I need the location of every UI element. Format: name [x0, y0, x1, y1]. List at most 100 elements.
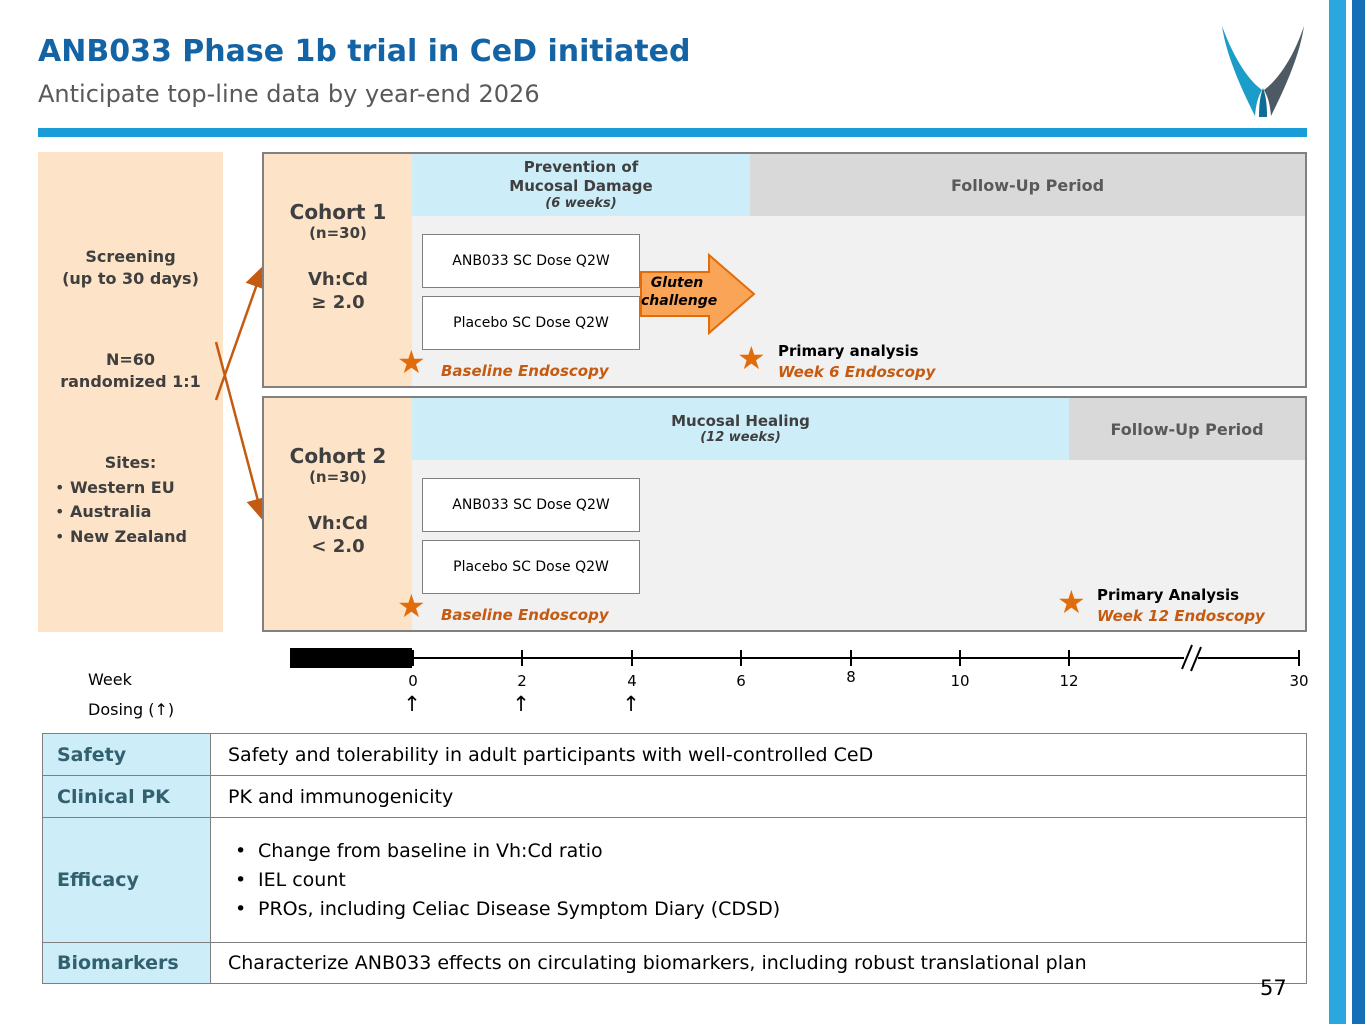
page-number: 57	[1260, 976, 1287, 1000]
cohort1-primary-analysis: Primary analysis Week 6 Endoscopy	[778, 342, 935, 381]
timeline-tick	[850, 650, 852, 666]
table-row-efficacy: Efficacy Change from baseline in Vh:Cd r…	[43, 818, 1306, 943]
screening-duration-text: Screening (up to 30 days)	[62, 247, 199, 288]
week-tick-label: 2	[517, 672, 527, 690]
cohort2-arm-placebo: Placebo SC Dose Q2W	[422, 540, 640, 594]
cohort1-header: Cohort 1 (n=30) Vh:Cd ≥ 2.0	[264, 154, 412, 386]
cohort2-criteria: Vh:Cd < 2.0	[307, 513, 369, 558]
efficacy-bullet: PROs, including Celiac Disease Symptom D…	[228, 898, 780, 920]
axis-break-icon	[1181, 644, 1202, 672]
table-row-biomarkers: Biomarkers Characterize ANB033 effects o…	[43, 943, 1306, 984]
timeline-axis	[412, 657, 1300, 659]
screening-panel: Screening (up to 30 days) N=60 randomize…	[38, 152, 223, 632]
page-subtitle: Anticipate top-line data by year-end 202…	[38, 80, 540, 108]
cohort1-phase-duration: (6 weeks)	[545, 195, 617, 211]
week-tick-label: 10	[950, 672, 970, 690]
cohort1-baseline-star-icon: ★	[397, 343, 426, 381]
row-label: Efficacy	[43, 818, 211, 942]
row-content: PK and immunogenicity	[228, 785, 454, 808]
timeline-tick	[631, 650, 633, 666]
branch-arrows-icon	[214, 265, 269, 521]
cohort1-arm-placebo-label: Placebo SC Dose Q2W	[453, 315, 609, 331]
cohort2-followup-label: Follow-Up Period	[1110, 419, 1264, 439]
cohort1-primary-title: Primary analysis	[778, 342, 919, 360]
dose-arrow-icon: ↑	[403, 692, 421, 716]
efficacy-bullet: Change from baseline in Vh:Cd ratio	[228, 840, 780, 862]
timeline-tick	[412, 650, 414, 666]
gluten-challenge-arrow-icon: Gluten challenge	[639, 250, 757, 338]
table-row-safety: Safety Safety and tolerability in adult …	[43, 734, 1306, 776]
efficacy-bullets: Change from baseline in Vh:Cd ratio IEL …	[228, 833, 780, 927]
page-title: ANB033 Phase 1b trial in CeD initiated	[38, 34, 691, 69]
company-logo-icon	[1222, 26, 1304, 117]
cohort2-panel: Cohort 2 (n=30) Vh:Cd < 2.0 Mucosal Heal…	[262, 396, 1307, 632]
cohort1-primary-detail: Week 6 Endoscopy	[778, 363, 936, 381]
sites-list: Western EU Australia New Zealand	[38, 477, 223, 548]
timeline-tick	[959, 650, 961, 666]
cohort2-primary-analysis: Primary Analysis Week 12 Endoscopy	[1097, 586, 1265, 625]
cohort1-name: Cohort 1	[289, 200, 387, 224]
edge-stripe-inner	[1329, 0, 1346, 1024]
cohort2-name: Cohort 2	[289, 444, 387, 468]
cohort2-arm-anb033: ANB033 SC Dose Q2W	[422, 478, 640, 532]
table-row-clinical-pk: Clinical PK PK and immunogenicity	[43, 776, 1306, 818]
cohort2-followup-band: Follow-Up Period	[1069, 398, 1305, 460]
site-item: Western EU	[38, 477, 223, 499]
header-divider	[38, 128, 1307, 137]
cohort1-followup-label: Follow-Up Period	[950, 175, 1105, 195]
site-item: Australia	[38, 501, 223, 523]
cohort2-n: (n=30)	[309, 468, 367, 486]
week-axis-label: Week	[88, 670, 132, 689]
cohort2-baseline-endoscopy-label: Baseline Endoscopy	[441, 606, 609, 624]
timeline-tick	[740, 650, 742, 666]
cohort1-arm-anb033: ANB033 SC Dose Q2W	[422, 234, 640, 288]
week-tick-label: 0	[408, 672, 418, 690]
site-item: New Zealand	[38, 526, 223, 548]
cohort2-phase-duration: (12 weeks)	[700, 430, 781, 446]
gluten-challenge-label: Gluten challenge	[641, 275, 718, 309]
row-label: Safety	[43, 734, 211, 775]
cohort2-arm-placebo-label: Placebo SC Dose Q2W	[453, 559, 609, 575]
cohort1-phase-title: Prevention of Mucosal Damage	[509, 158, 653, 195]
dosing-axis-label: Dosing (↑)	[88, 700, 175, 719]
cohort1-n: (n=30)	[309, 224, 367, 242]
timeline-tick	[1298, 650, 1300, 666]
cohort1-arm-placebo: Placebo SC Dose Q2W	[422, 296, 640, 350]
week-tick-label: 12	[1059, 672, 1079, 690]
cohort1-criteria: Vh:Cd ≥ 2.0	[307, 269, 369, 314]
screening-period-bar	[290, 648, 412, 668]
cohort2-primary-detail: Week 12 Endoscopy	[1097, 607, 1265, 625]
cohort2-phase-band: Mucosal Healing (12 weeks)	[412, 398, 1069, 460]
cohort2-phase-title: Mucosal Healing	[671, 411, 810, 430]
sites-block: Sites: Western EU Australia New Zealand	[38, 452, 223, 547]
week-tick-label: 8	[846, 668, 856, 686]
edge-stripe-outer	[1352, 0, 1365, 1024]
randomization-text: N=60 randomized 1:1	[60, 350, 201, 391]
cohort1-primary-star-icon: ★	[737, 339, 766, 377]
cohort1-arm-anb033-label: ANB033 SC Dose Q2W	[452, 253, 610, 269]
cohort2-primary-star-icon: ★	[1057, 583, 1086, 621]
cohort1-followup-band: Follow-Up Period	[750, 154, 1305, 216]
timeline-tick	[1068, 650, 1070, 666]
cohort2-baseline-star-icon: ★	[397, 587, 426, 625]
cohort2-primary-title: Primary Analysis	[1097, 586, 1240, 604]
cohort2-header: Cohort 2 (n=30) Vh:Cd < 2.0	[264, 398, 412, 630]
cohort1-phase-band: Prevention of Mucosal Damage (6 weeks)	[412, 154, 750, 216]
cohort1-baseline-endoscopy-label: Baseline Endoscopy	[441, 362, 609, 380]
dose-arrow-icon: ↑	[622, 692, 640, 716]
dose-arrow-icon: ↑	[512, 692, 530, 716]
week-tick-label: 30	[1289, 672, 1309, 690]
week-tick-label: 4	[627, 672, 637, 690]
row-label: Clinical PK	[43, 776, 211, 817]
sites-label: Sites:	[104, 453, 157, 472]
row-content: Safety and tolerability in adult partici…	[228, 743, 874, 766]
timeline-tick	[521, 650, 523, 666]
row-label: Biomarkers	[43, 943, 211, 983]
week-tick-label: 6	[736, 672, 746, 690]
cohort2-arm-anb033-label: ANB033 SC Dose Q2W	[452, 497, 610, 513]
efficacy-bullet: IEL count	[228, 869, 780, 891]
cohort1-panel: Cohort 1 (n=30) Vh:Cd ≥ 2.0 Prevention o…	[262, 152, 1307, 388]
row-content: Change from baseline in Vh:Cd ratio IEL …	[211, 818, 1306, 942]
row-content: Characterize ANB033 effects on circulati…	[228, 952, 1087, 974]
